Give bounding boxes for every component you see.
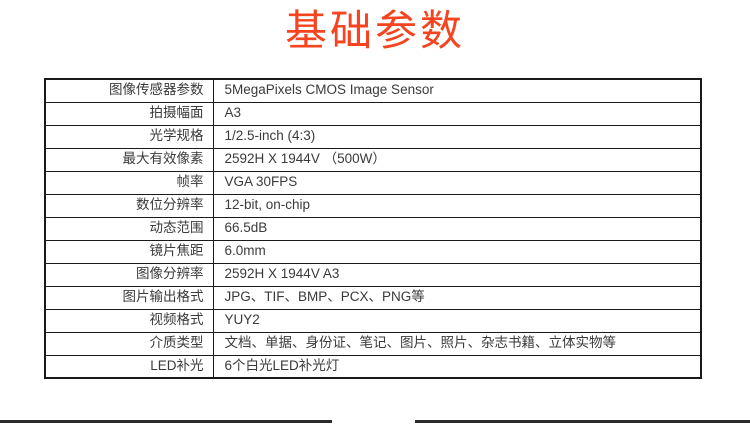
table-row: 镜片焦距 6.0mm <box>44 239 702 264</box>
table-row: 图像分辨率 2592H X 1944V A3 <box>44 262 702 287</box>
param-value-cell: A3 <box>212 101 702 126</box>
footer-divider-right <box>415 420 750 423</box>
param-value-cell: 文档、单据、身份证、笔记、图片、照片、杂志书籍、立体实物等 <box>212 331 702 356</box>
param-name-cell: 镜片焦距 <box>44 239 214 264</box>
param-value-cell: 66.5dB <box>212 216 702 241</box>
spec-table: 图像传感器参数 5MegaPixels CMOS Image Sensor 拍摄… <box>44 78 702 379</box>
param-name-cell: 图像分辨率 <box>44 262 214 287</box>
table-row: 动态范围 66.5dB <box>44 216 702 241</box>
param-value-cell: 2592H X 1944V （500W） <box>212 147 702 172</box>
param-value-cell: 12-bit, on-chip <box>212 193 702 218</box>
table-row: 数位分辨率 12-bit, on-chip <box>44 193 702 218</box>
param-name-cell: 拍摄幅面 <box>44 101 214 126</box>
param-name-cell: 最大有效像素 <box>44 147 214 172</box>
footer-divider-left <box>0 420 332 423</box>
table-row: 拍摄幅面 A3 <box>44 101 702 126</box>
param-name-cell: 数位分辨率 <box>44 193 214 218</box>
param-name-cell: 光学规格 <box>44 124 214 149</box>
param-name-cell: 帧率 <box>44 170 214 195</box>
param-name-cell: 介质类型 <box>44 331 214 356</box>
table-row: 光学规格 1/2.5-inch (4:3) <box>44 124 702 149</box>
param-value-cell: VGA 30FPS <box>212 170 702 195</box>
param-value-cell: 5MegaPixels CMOS Image Sensor <box>212 78 702 103</box>
param-value-cell: YUY2 <box>212 308 702 333</box>
param-value-cell: 2592H X 1944V A3 <box>212 262 702 287</box>
param-name-cell: 动态范围 <box>44 216 214 241</box>
table-row: LED补光 6个白光LED补光灯 <box>44 354 702 379</box>
spec-table-body: 图像传感器参数 5MegaPixels CMOS Image Sensor 拍摄… <box>44 78 702 379</box>
page-title: 基础参数 <box>284 6 465 55</box>
param-name-cell: 图片输出格式 <box>44 285 214 310</box>
param-name-cell: LED补光 <box>44 354 214 379</box>
table-row: 最大有效像素 2592H X 1944V （500W） <box>44 147 702 172</box>
param-value-cell: 6.0mm <box>212 239 702 264</box>
table-row: 视频格式 YUY2 <box>44 308 702 333</box>
table-row: 介质类型 文档、单据、身份证、笔记、图片、照片、杂志书籍、立体实物等 <box>44 331 702 356</box>
table-row: 图像传感器参数 5MegaPixels CMOS Image Sensor <box>44 78 702 103</box>
param-value-cell: 6个白光LED补光灯 <box>212 354 702 379</box>
table-row: 图片输出格式 JPG、TIF、BMP、PCX、PNG等 <box>44 285 702 310</box>
param-name-cell: 视频格式 <box>44 308 214 333</box>
param-value-cell: JPG、TIF、BMP、PCX、PNG等 <box>212 285 702 310</box>
table-row: 帧率 VGA 30FPS <box>44 170 702 195</box>
param-name-cell: 图像传感器参数 <box>44 78 214 103</box>
param-value-cell: 1/2.5-inch (4:3) <box>212 124 702 149</box>
